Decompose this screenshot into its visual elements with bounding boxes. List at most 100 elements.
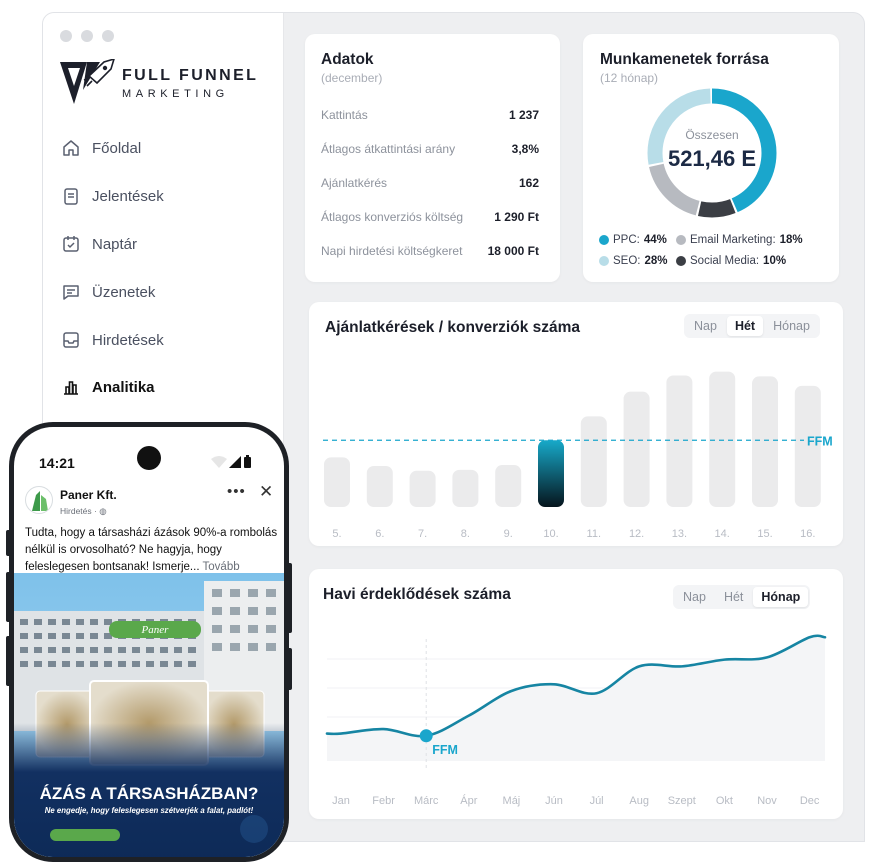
sidebar-item-uzenetek[interactable]: Üzenetek xyxy=(62,279,262,305)
legend-item-social: Social Media: 10% xyxy=(676,255,786,267)
x-tick-label: Nov xyxy=(757,795,777,807)
post-body: Tudta, hogy a társasházi ázások 90%-a ro… xyxy=(25,527,278,573)
tab-het[interactable]: Hét xyxy=(726,316,764,336)
brand-tagline: MARKETING xyxy=(122,88,229,100)
bar-13[interactable] xyxy=(666,375,693,507)
battery-icon xyxy=(244,457,251,468)
x-tick-label: Febr xyxy=(372,795,395,807)
conversions-bar-chart: 5. 6. 7. 8. 9. 10. 11. 12. 13. 14. 15. 16. FFM xyxy=(323,371,833,540)
series-line xyxy=(325,634,827,738)
wifi-icon xyxy=(211,456,227,468)
x-tick-label: Dec xyxy=(800,795,820,807)
status-time: 14:21 xyxy=(39,455,75,471)
close-window-dot[interactable] xyxy=(60,30,72,42)
x-tick-label: Jún xyxy=(545,795,563,807)
bar-9[interactable] xyxy=(495,465,522,507)
brand-logo[interactable]: FULL FUNNEL MARKETING xyxy=(59,59,269,109)
x-tick-label: 15. xyxy=(757,528,772,540)
stat-row: Kattintás 1 237 xyxy=(321,108,539,122)
x-tick-label: 14. xyxy=(715,528,730,540)
stats-title: Adatok xyxy=(321,51,374,68)
legend-name: Email Marketing: xyxy=(690,234,776,246)
page-name[interactable]: Paner Kft. xyxy=(60,488,117,502)
x-tick-label: Szept xyxy=(668,795,696,807)
bar-7[interactable] xyxy=(409,470,436,507)
x-tick-label: Jan xyxy=(332,795,350,807)
ad-logo-text: Paner xyxy=(141,624,170,636)
bar-14[interactable] xyxy=(709,371,736,507)
sidebar-item-naptar[interactable]: Naptár xyxy=(62,231,262,257)
legend-dot xyxy=(599,235,609,245)
tab-honap[interactable]: Hónap xyxy=(773,319,810,333)
window-controls xyxy=(60,30,114,42)
legend-name: SEO: xyxy=(613,255,641,267)
legend-dot xyxy=(599,256,609,266)
donut-center-value: 521,46 E xyxy=(667,146,757,171)
bar-11[interactable] xyxy=(580,416,607,507)
ad-logo-badge xyxy=(109,621,201,638)
tab-het[interactable]: Hét xyxy=(723,590,744,604)
bar-16[interactable] xyxy=(794,385,821,507)
sidebar-item-hirdetesek[interactable]: Hirdetések xyxy=(62,327,262,353)
camera-notch xyxy=(137,446,161,470)
ad-image[interactable]: Paner ÁZÁS A TÁRSASHÁZBAN? Ne engedje, h… xyxy=(14,573,284,857)
bar-10[interactable] xyxy=(538,440,564,507)
sidebar-item-jelentesek[interactable]: Jelentések xyxy=(62,183,262,209)
stats-card: Adatok (december) Kattintás 1 237 Átlagos… xyxy=(305,34,560,282)
sidebar-item-analitika[interactable]: Analitika xyxy=(62,374,262,400)
x-tick-label: Okt xyxy=(716,795,733,807)
tab-honap[interactable]: Hónap xyxy=(753,587,809,607)
x-tick-label: 6. xyxy=(375,528,384,540)
legend-item-seo: SEO: 28% xyxy=(599,255,668,267)
x-tick-label: 5. xyxy=(332,528,341,540)
reference-label: FFM xyxy=(807,434,833,448)
stat-value: 3,8% xyxy=(511,142,539,156)
x-tick-label: 13. xyxy=(672,528,687,540)
ffm-marker[interactable] xyxy=(419,729,433,743)
clipboard-icon xyxy=(64,188,78,205)
minimize-window-dot[interactable] xyxy=(81,30,93,42)
legend-dot xyxy=(676,235,686,245)
post-meta: Hirdetés · ◍ xyxy=(60,506,107,516)
interest-line-chart: FFM Jan Febr Márc Ápr Máj Jún Júl Aug Szept Okt Nov… xyxy=(325,634,827,807)
bar-15[interactable] xyxy=(752,376,778,507)
line-area xyxy=(327,635,825,761)
donut-center-label: Összesen xyxy=(685,128,739,142)
stat-value: 1 290 Ft xyxy=(494,210,539,224)
legend-value: 18% xyxy=(779,234,803,246)
stat-row: Átlagos konverziós költség 1 290 Ft xyxy=(321,210,539,224)
message-icon xyxy=(63,285,79,300)
ad-headline: ÁZÁS A TÁRSASHÁZBAN? xyxy=(40,784,259,803)
interest-title: Havi érdeklődések száma xyxy=(323,586,511,603)
see-more-link[interactable]: Tovább xyxy=(202,561,240,573)
sidebar-item-fooldal[interactable]: Főoldal xyxy=(62,135,262,161)
donut-slice xyxy=(647,88,777,218)
rocket-funnel-icon xyxy=(60,59,115,104)
interest-period-toggle: Nap Hét Hónap xyxy=(673,585,811,609)
stat-value: 162 xyxy=(518,176,539,190)
more-options-icon[interactable]: ••• xyxy=(227,483,246,500)
interest-chart-card: Havi érdeklődések száma Nap Hét Hónap FF… xyxy=(309,569,843,819)
legend-item-ppc: PPC: 44% xyxy=(599,234,667,246)
sessions-donut-chart xyxy=(647,88,777,218)
sidebar-item-label: Analitika xyxy=(92,378,155,396)
legend-name: Social Media: xyxy=(690,255,760,267)
sessions-title: Munkamenetek forrása xyxy=(600,51,769,68)
maximize-window-dot[interactable] xyxy=(102,30,114,42)
close-icon[interactable]: ✕ xyxy=(259,482,274,501)
page-avatar[interactable] xyxy=(25,486,53,514)
sessions-card: Munkamenetek forrása (12 hónap) Összesen… xyxy=(583,34,839,282)
conversions-chart-card: Ajánlatkérések / konverziók száma Nap Hé… xyxy=(309,302,843,546)
x-tick-label: Márc xyxy=(414,795,439,807)
x-tick-label: 7. xyxy=(418,528,427,540)
bar-8[interactable] xyxy=(452,469,479,507)
tab-nap[interactable]: Nap xyxy=(683,590,706,604)
bar-5[interactable] xyxy=(324,457,350,507)
sidebar-item-label: Főoldal xyxy=(92,139,142,157)
home-icon xyxy=(63,140,79,156)
tab-nap[interactable]: Nap xyxy=(694,319,717,333)
bar-6[interactable] xyxy=(366,466,393,507)
bar-chart-icon xyxy=(64,381,78,395)
bar-12[interactable] xyxy=(623,391,650,507)
sidebar-item-label: Naptár xyxy=(92,235,138,253)
